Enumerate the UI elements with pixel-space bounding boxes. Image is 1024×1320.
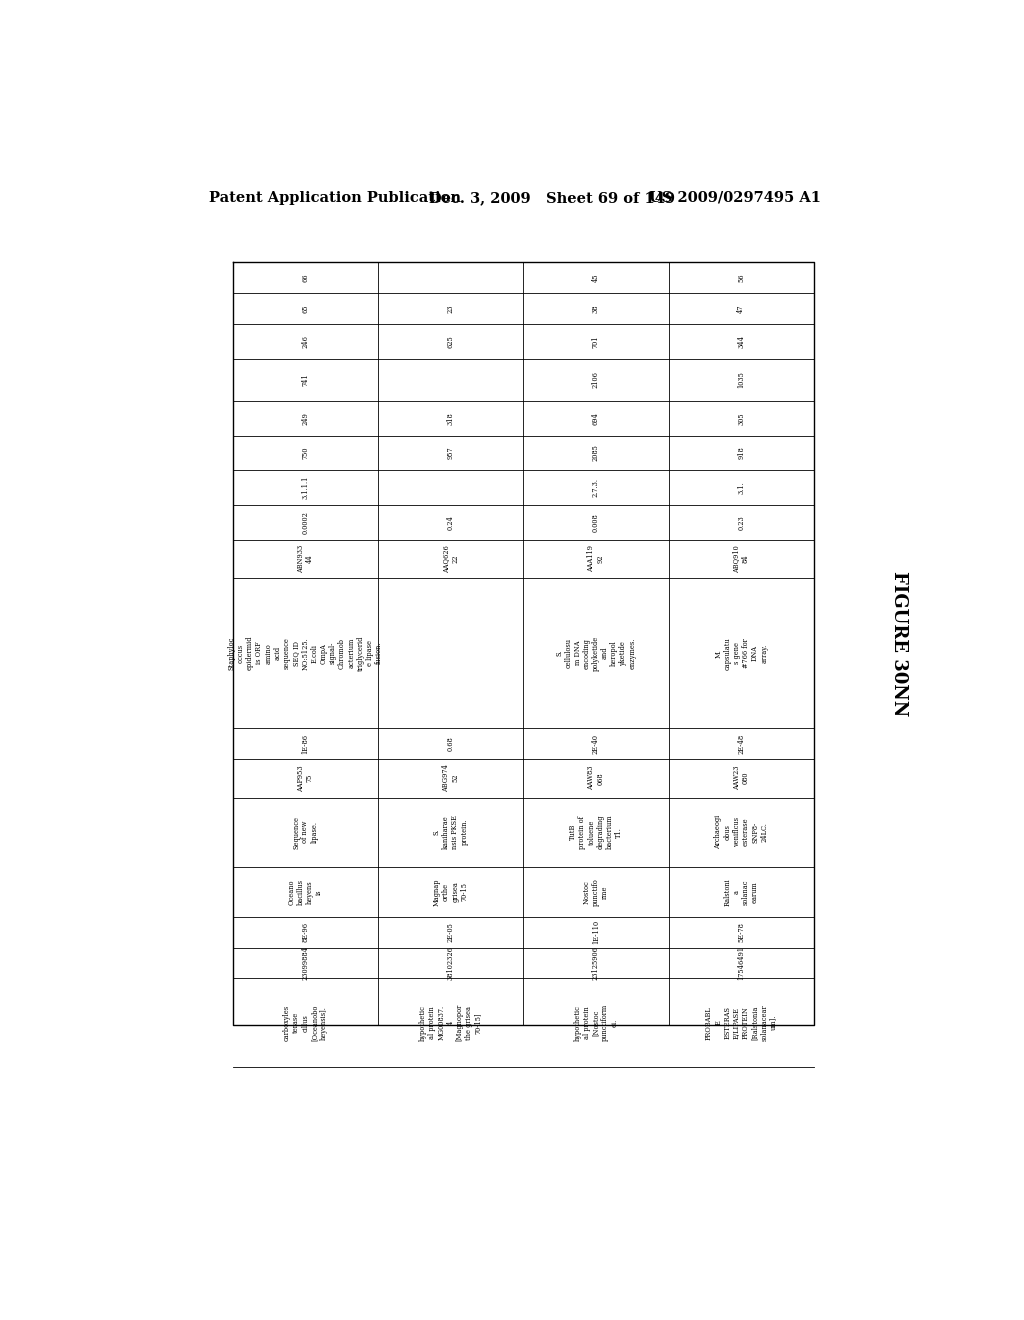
Text: Patent Application Publication: Patent Application Publication [209, 191, 462, 205]
Text: FIGURE 30NN: FIGURE 30NN [890, 570, 908, 717]
Text: 3.1.1.1: 3.1.1.1 [301, 477, 309, 499]
Text: 56: 56 [737, 273, 745, 282]
Text: S.
cellulosu
m DNA
encoding
polyketide
and
heropol
yketide
enzymes.: S. cellulosu m DNA encoding polyketide a… [555, 635, 637, 671]
Text: Sequence
of new
lipase.: Sequence of new lipase. [292, 816, 318, 849]
Text: 2085: 2085 [592, 445, 600, 462]
Text: 1E-110: 1E-110 [592, 920, 600, 944]
Text: 23: 23 [446, 305, 455, 313]
Text: 2E-40: 2E-40 [592, 734, 600, 754]
Text: 1035: 1035 [737, 371, 745, 388]
Text: Nostoc
punctifo
rme: Nostoc punctifo rme [583, 878, 609, 906]
Text: 344: 344 [737, 335, 745, 347]
Text: ABQ910
84: ABQ910 84 [732, 545, 750, 573]
Text: 625: 625 [446, 335, 455, 347]
Text: 0.0002: 0.0002 [301, 511, 309, 533]
Text: 5E-78: 5E-78 [737, 923, 745, 942]
Text: 1E-86: 1E-86 [301, 734, 309, 754]
Text: Staphyloc
occus
epidermid
is ORF
amino
acid
sequence
SEQ ID
NO:5125.
E.coli
OmpA: Staphyloc occus epidermid is ORF amino a… [227, 635, 383, 671]
Text: 246: 246 [301, 335, 309, 347]
Text: ABG974
52: ABG974 52 [442, 764, 459, 792]
Text: AAA119
92: AAA119 92 [588, 545, 604, 573]
Text: 66: 66 [301, 273, 309, 282]
Text: 957: 957 [446, 446, 455, 459]
Text: Oceano
bacillus
heyens
is: Oceano bacillus heyens is [288, 879, 324, 904]
Text: 2.7.3.: 2.7.3. [592, 478, 600, 498]
Text: 8E-96: 8E-96 [301, 923, 309, 942]
Text: 23125906: 23125906 [592, 946, 600, 979]
Text: M.
capsulatu
s gene
#766 for
DNA
array.: M. capsulatu s gene #766 for DNA array. [714, 636, 768, 669]
Text: 2106: 2106 [592, 371, 600, 388]
Text: hypothetic
al protein
[Nostoc
punctiform
ei.: hypothetic al protein [Nostoc punctiform… [573, 1005, 618, 1041]
Text: 0.24: 0.24 [446, 515, 455, 529]
Text: 750: 750 [301, 446, 309, 459]
Text: 0.68: 0.68 [446, 737, 455, 751]
Text: 2E-48: 2E-48 [737, 734, 745, 754]
Text: 38: 38 [592, 305, 600, 313]
Text: 3.1.: 3.1. [737, 482, 745, 494]
Text: 17546491: 17546491 [737, 946, 745, 981]
Text: TutB
protein of
toluene
degrading
bacterium
T1.: TutB protein of toluene degrading bacter… [569, 814, 623, 850]
Text: PROBABL
E
ESTERAS
E/LIPASE
PROTEIN
[Ralstonia
solanacear
um].: PROBABL E ESTERAS E/LIPASE PROTEIN [Rals… [705, 1005, 777, 1041]
Text: hypothetic
al protein
MG00837.
4
[Magnopor
the grisea
70-15]: hypothetic al protein MG00837. 4 [Magnop… [419, 1005, 482, 1041]
Text: AAW83
068: AAW83 068 [588, 766, 604, 791]
Text: AAW23
080: AAW23 080 [732, 766, 750, 791]
Text: 47: 47 [737, 305, 745, 313]
Text: 2E-05: 2E-05 [446, 923, 455, 942]
Text: 249: 249 [301, 412, 309, 425]
Text: 23099884: 23099884 [301, 946, 309, 979]
Text: Archaeogi
obus
veniflcus
esterase
SNP8-
24LC.: Archaeogi obus veniflcus esterase SNP8- … [714, 814, 768, 849]
Text: 0.23: 0.23 [737, 515, 745, 529]
Text: Ralstoni
a
solanac
earum: Ralstoni a solanac earum [723, 878, 759, 906]
Text: US 2009/0297495 A1: US 2009/0297495 A1 [649, 191, 821, 205]
Text: 65: 65 [301, 305, 309, 313]
Text: 918: 918 [737, 446, 745, 459]
Text: AAP953
75: AAP953 75 [297, 764, 314, 792]
Text: 45: 45 [592, 273, 600, 282]
Text: ABN933
44: ABN933 44 [297, 545, 314, 573]
Text: Magnap
orthe
grisea
70-15: Magnap orthe grisea 70-15 [433, 878, 468, 906]
Text: 694: 694 [592, 412, 600, 425]
Text: 305: 305 [737, 412, 745, 425]
Text: 701: 701 [592, 335, 600, 347]
Text: 318: 318 [446, 412, 455, 425]
Text: carboxyles
terase
cillus
[Oceanobo
heyensis].: carboxyles terase cillus [Oceanobo heyen… [283, 1005, 328, 1041]
Text: AAQ626
22: AAQ626 22 [442, 545, 459, 573]
Text: 0.008: 0.008 [592, 513, 600, 532]
Text: 741: 741 [301, 374, 309, 387]
Text: 38102326: 38102326 [446, 946, 455, 979]
Text: Dec. 3, 2009   Sheet 69 of 149: Dec. 3, 2009 Sheet 69 of 149 [429, 191, 675, 205]
Text: S.
kaniharae
nsis PKSE
protein.: S. kaniharae nsis PKSE protein. [433, 816, 468, 849]
